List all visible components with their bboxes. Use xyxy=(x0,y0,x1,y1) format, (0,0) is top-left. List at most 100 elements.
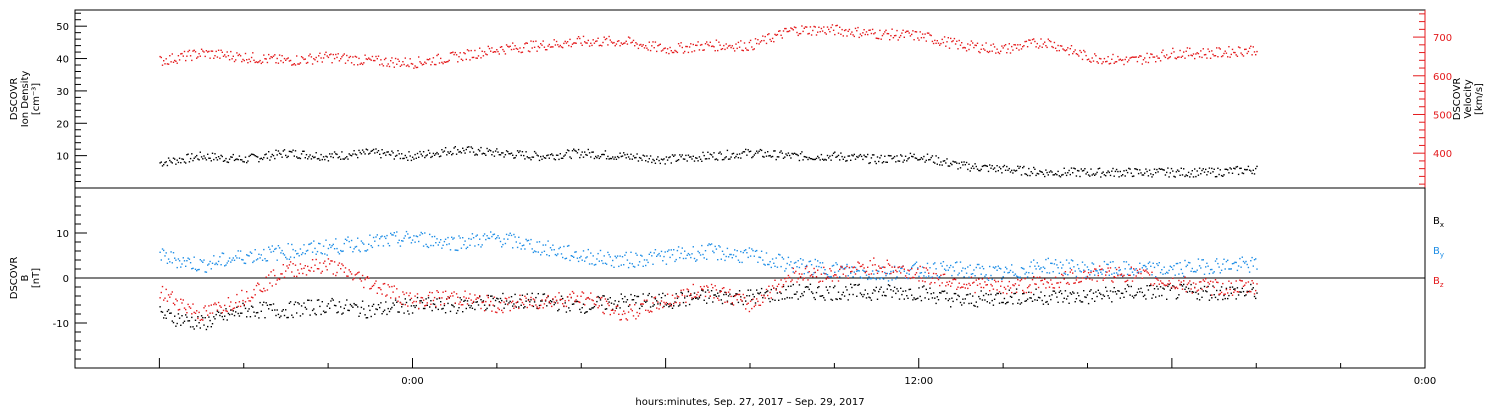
data-point xyxy=(1070,269,1073,271)
data-point xyxy=(775,288,777,290)
data-point xyxy=(555,299,558,301)
data-point xyxy=(436,151,438,154)
data-point xyxy=(875,37,877,39)
data-point xyxy=(488,304,491,306)
data-point xyxy=(1014,44,1017,46)
data-point xyxy=(1244,262,1246,264)
data-point xyxy=(507,303,509,305)
data-point xyxy=(542,307,544,309)
data-point xyxy=(549,302,552,305)
data-point xyxy=(564,302,566,304)
data-point xyxy=(682,289,685,291)
data-point xyxy=(337,251,339,253)
data-point xyxy=(452,152,454,155)
data-point xyxy=(1137,288,1140,290)
data-point xyxy=(986,278,988,280)
data-point xyxy=(420,153,422,155)
data-point xyxy=(187,50,189,53)
data-point xyxy=(668,156,670,159)
data-point xyxy=(869,29,871,31)
data-point xyxy=(726,47,729,49)
data-point xyxy=(202,319,204,321)
data-point xyxy=(969,284,971,286)
data-point xyxy=(1206,57,1208,59)
data-point xyxy=(1240,280,1242,282)
data-point xyxy=(634,45,636,47)
data-point xyxy=(929,158,931,161)
data-point xyxy=(792,283,794,286)
data-point xyxy=(516,48,519,50)
data-point xyxy=(1040,267,1042,269)
data-point xyxy=(422,299,425,301)
data-point xyxy=(447,60,449,63)
data-point xyxy=(1181,174,1184,176)
data-point xyxy=(1163,169,1165,171)
data-point xyxy=(973,304,975,307)
data-point xyxy=(1022,293,1024,295)
data-point xyxy=(502,292,504,295)
data-point xyxy=(205,310,208,312)
data-point xyxy=(1126,279,1129,282)
data-point xyxy=(525,297,527,299)
data-point xyxy=(814,158,816,161)
data-point xyxy=(998,291,1001,293)
data-point xyxy=(735,255,737,258)
data-point xyxy=(993,279,996,281)
data-point xyxy=(926,269,929,271)
data-point xyxy=(243,161,245,163)
data-point xyxy=(536,307,538,310)
data-point xyxy=(974,275,976,277)
data-point xyxy=(208,316,210,318)
data-point xyxy=(1022,167,1024,169)
data-point xyxy=(361,149,364,151)
data-point xyxy=(421,155,424,157)
data-point xyxy=(801,273,803,275)
data-point xyxy=(1253,173,1256,175)
data-point xyxy=(619,255,621,257)
data-point xyxy=(516,300,519,303)
data-point xyxy=(1080,51,1082,54)
data-point xyxy=(775,289,777,291)
data-point xyxy=(780,34,782,36)
data-point xyxy=(1072,291,1074,293)
data-point xyxy=(1244,295,1246,297)
data-point xyxy=(803,273,805,275)
data-point xyxy=(959,287,962,289)
data-point xyxy=(341,151,343,153)
data-point xyxy=(809,283,812,285)
data-point xyxy=(727,295,730,297)
data-point xyxy=(454,302,456,304)
data-point xyxy=(1092,292,1095,294)
data-point xyxy=(175,298,177,300)
data-point xyxy=(1131,280,1134,282)
data-point xyxy=(911,155,913,158)
data-point xyxy=(435,305,437,308)
data-point xyxy=(871,270,874,272)
data-point xyxy=(850,272,852,274)
data-point xyxy=(1101,172,1103,174)
data-point xyxy=(851,286,853,289)
data-point xyxy=(371,149,374,152)
data-point xyxy=(647,261,649,264)
data-point xyxy=(839,297,841,300)
data-point xyxy=(520,248,522,250)
data-point xyxy=(210,304,212,306)
data-point xyxy=(318,55,320,57)
data-point xyxy=(774,265,776,267)
data-point xyxy=(1034,283,1036,285)
data-point xyxy=(296,156,298,158)
data-point xyxy=(270,304,272,306)
data-point xyxy=(671,294,674,296)
data-point xyxy=(1216,175,1218,178)
data-point xyxy=(1004,44,1007,46)
data-point xyxy=(720,258,722,260)
data-point xyxy=(637,315,640,317)
data-point xyxy=(413,235,415,237)
data-point xyxy=(758,150,760,152)
data-point xyxy=(269,57,271,60)
data-point xyxy=(358,249,360,251)
data-point xyxy=(481,244,483,246)
data-point xyxy=(915,31,918,33)
data-point xyxy=(865,274,868,276)
data-point xyxy=(563,305,565,307)
